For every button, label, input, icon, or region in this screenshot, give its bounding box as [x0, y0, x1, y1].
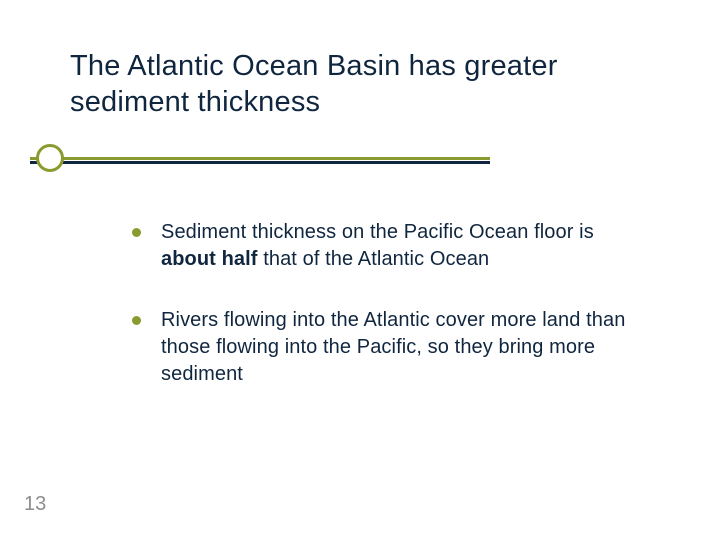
bullet-icon: [132, 316, 141, 325]
bullet-text: Rivers flowing into the Atlantic cover m…: [161, 307, 640, 388]
bullet-icon: [132, 228, 141, 237]
bullet-text-pre: Sediment thickness on the Pacific Ocean …: [161, 221, 594, 243]
page-number: 13: [24, 493, 46, 516]
bullet-text-post: that of the Atlantic Ocean: [258, 248, 490, 270]
list-item: Rivers flowing into the Atlantic cover m…: [132, 307, 640, 388]
title-rule: [30, 133, 660, 183]
bullet-text-bold: about half: [161, 248, 258, 270]
list-item: Sediment thickness on the Pacific Ocean …: [132, 219, 640, 273]
slide-title: The Atlantic Ocean Basin has greater sed…: [70, 48, 660, 121]
bullet-text-pre: Rivers flowing into the Atlantic cover m…: [161, 309, 625, 385]
slide: The Atlantic Ocean Basin has greater sed…: [0, 0, 720, 540]
bullet-list: Sediment thickness on the Pacific Ocean …: [132, 219, 640, 388]
bullet-text: Sediment thickness on the Pacific Ocean …: [161, 219, 640, 273]
title-rule-line: [30, 157, 490, 160]
title-rule-circle-icon: [36, 144, 64, 172]
